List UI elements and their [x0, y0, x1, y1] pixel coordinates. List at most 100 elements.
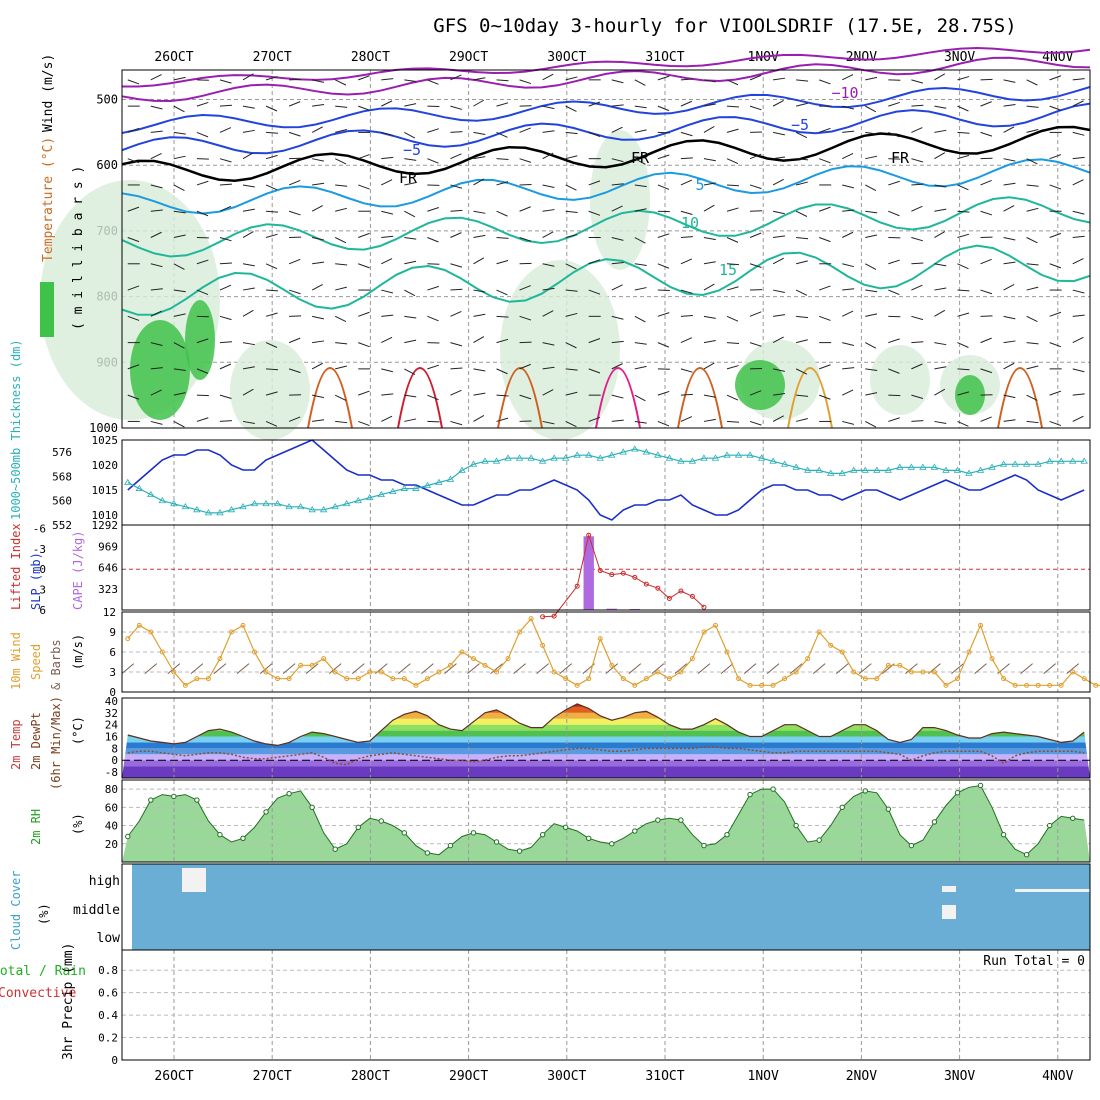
wind-barb [796, 79, 809, 82]
temp-band [122, 724, 1090, 731]
wind-barb [381, 156, 394, 160]
wind-barb [1072, 415, 1084, 422]
wind-barb [473, 77, 486, 81]
wind-barb [173, 234, 186, 238]
lifted-index-point [551, 613, 557, 619]
wind-barb-10m [282, 663, 296, 675]
thickness-point [1069, 457, 1077, 464]
wind-barb [1003, 205, 1015, 212]
wind-speed-point [401, 676, 407, 682]
run-total-label: Run Total = 0 [983, 954, 1085, 969]
rh-shade [230, 340, 310, 440]
wind-barb [657, 342, 670, 348]
wind-barb [496, 102, 509, 107]
rh-point [770, 786, 776, 792]
wind-barb [934, 287, 947, 291]
wind-barb [265, 184, 278, 191]
wind-barb [957, 233, 970, 238]
wind-barb [312, 340, 325, 344]
precip-tick-label: 0.6 [98, 987, 118, 1000]
wind-barb [1003, 79, 1016, 83]
thickness-point [907, 463, 916, 470]
wind-barb [703, 394, 716, 398]
wind-speed-point [528, 616, 534, 622]
temp-band [122, 766, 1090, 778]
slp-tick-label: 1020 [92, 459, 119, 472]
thickness-point [181, 503, 190, 510]
wind-speed-point [609, 662, 615, 668]
chart-title: GFS 0~10day 3-hourly for VIOOLSDRIF (17.… [433, 15, 1016, 37]
wind-barb [312, 79, 324, 83]
wind-barb [749, 184, 762, 190]
wind-barb [358, 311, 370, 317]
wind-barb [934, 342, 947, 346]
wind-barb [703, 204, 715, 212]
slp-frame [121, 439, 1091, 526]
wind-barb [381, 78, 394, 81]
wind-barb [796, 315, 809, 319]
wind-barb [588, 259, 601, 265]
rh-point [908, 842, 915, 849]
wind-barb [634, 263, 647, 266]
thickness-point [965, 469, 973, 476]
wind-barb-10m [743, 663, 757, 675]
wind-barb [542, 389, 554, 396]
wind-barb [219, 394, 232, 399]
wind-barb [1026, 184, 1039, 187]
wind-speed-point [482, 662, 488, 668]
wind-speed-point [517, 629, 523, 635]
wind-barb [1049, 263, 1062, 269]
thickness-point [158, 496, 167, 504]
wind-barb [542, 231, 554, 238]
wind-barb [173, 184, 185, 192]
thickness-point [585, 451, 593, 458]
wind-barb [680, 368, 693, 373]
wind-speed-point [447, 662, 453, 668]
wind-barb [796, 339, 808, 344]
wind-barb [957, 154, 970, 160]
wind-barb [196, 259, 209, 265]
thickness-point [1022, 460, 1031, 467]
wind-barb-10m [213, 663, 227, 675]
thickness-point [803, 466, 812, 473]
wind-barb [703, 315, 716, 319]
thickness-point [469, 460, 478, 467]
day-label-bottom: 26OCT [154, 1069, 193, 1084]
wind-barb [519, 127, 531, 133]
wind-barb [565, 263, 577, 270]
rh-point [977, 782, 984, 789]
li-tick-label: -3 [33, 543, 46, 556]
wind-speed-point [851, 669, 857, 675]
isotherm-line [121, 158, 1091, 215]
wind-speed-point [1035, 682, 1041, 688]
wind-barb [1026, 158, 1038, 165]
thickness-point [492, 457, 501, 464]
wind-barb [173, 342, 185, 349]
rh-point [286, 790, 292, 797]
wind-barb [150, 310, 162, 317]
rh-point [401, 830, 408, 836]
wind-speed-point [1024, 682, 1030, 688]
wind-barb [565, 342, 577, 349]
wind-barb [1072, 393, 1085, 396]
rh-area [122, 785, 1090, 862]
wind-speed-point [620, 676, 626, 682]
day-label-bottom: 28OCT [351, 1069, 390, 1084]
wind-barb [496, 181, 509, 186]
wind-barb [1049, 105, 1062, 111]
wind-barb [680, 314, 693, 317]
wind-barb [127, 364, 140, 370]
cape-tick-label: 646 [98, 562, 118, 575]
wind-barb [312, 158, 324, 162]
wind-speed-point [1047, 682, 1053, 688]
wind-barb [865, 420, 877, 428]
wind-barb [242, 73, 254, 81]
wind-barb [335, 342, 348, 345]
wind-barb [288, 131, 301, 137]
wind-barb [819, 237, 831, 243]
wind-barb [634, 394, 646, 402]
wind-speed-point [551, 669, 557, 675]
wind-barb [703, 158, 716, 162]
wind-barb-10m [1043, 663, 1056, 675]
wind-barb [726, 286, 739, 291]
